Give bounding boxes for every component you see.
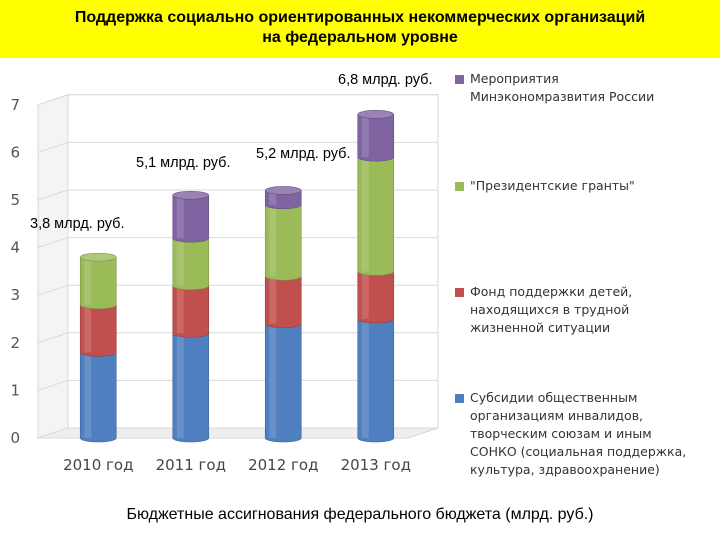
bar-highlight bbox=[84, 257, 92, 305]
bar-top bbox=[264, 186, 302, 195]
bar-stack bbox=[357, 110, 395, 443]
total-labels: 3,8 млрд. руб. 5,1 млрд. руб. 5,2 млрд. ру… bbox=[30, 72, 433, 232]
legend-swatch-subsidies bbox=[455, 394, 464, 403]
slide-title-line-2: на федеральном уровне bbox=[262, 29, 458, 46]
legend-label-grants: "Президентские гранты" bbox=[470, 178, 635, 193]
x-axis: 2010 год 2011 год 2012 год 2013 год bbox=[63, 456, 411, 474]
bar-highlight bbox=[269, 204, 277, 277]
bar-highlight bbox=[176, 285, 184, 334]
y-tick-label: 4 bbox=[10, 239, 20, 257]
y-tick-label: 0 bbox=[10, 429, 20, 447]
bar-highlight bbox=[361, 157, 369, 272]
x-tick-label: 2010 год bbox=[63, 456, 133, 474]
bar-stack bbox=[264, 186, 302, 443]
legend-swatch-grants bbox=[455, 182, 464, 191]
plot-area bbox=[37, 94, 439, 439]
bar-highlight bbox=[84, 352, 92, 438]
bar-highlight bbox=[361, 271, 369, 319]
slide-title: Поддержка социально ориентированных неко… bbox=[0, 8, 720, 48]
bar-highlight bbox=[361, 114, 369, 158]
bar-highlight bbox=[361, 319, 369, 438]
title-banner: Поддержка социально ориентированных неко… bbox=[0, 0, 720, 58]
bar-highlight bbox=[269, 190, 277, 205]
bar-highlight bbox=[176, 195, 184, 239]
y-tick-label: 7 bbox=[10, 96, 20, 114]
y-tick-label: 1 bbox=[10, 381, 20, 399]
legend-label-subsidies: Субсидии общественным организациям инвал… bbox=[470, 390, 687, 477]
total-label: 3,8 млрд. руб. bbox=[30, 216, 125, 232]
side-wall bbox=[37, 94, 69, 439]
legend-swatch-minek bbox=[455, 75, 464, 84]
total-label: 5,2 млрд. руб. bbox=[256, 146, 351, 162]
bar-stack bbox=[79, 252, 117, 443]
x-tick-label: 2011 год bbox=[156, 456, 226, 474]
legend-label-fund: Фонд поддержки детей, находящихся в труд… bbox=[470, 284, 633, 335]
bar-top bbox=[357, 110, 395, 119]
bar-top bbox=[172, 190, 210, 200]
gridline bbox=[37, 379, 438, 391]
y-tick-label: 6 bbox=[10, 143, 20, 161]
legend-label-minek: Мероприятия Минэкономразвития России bbox=[470, 71, 655, 104]
bar-highlight bbox=[176, 333, 184, 438]
legend-swatch-fund bbox=[455, 288, 464, 297]
bar-top bbox=[79, 252, 117, 262]
stacked-bar-chart: 0 1 2 3 4 5 6 7 2010 год 2011 год 2012 год 2013 го… bbox=[10, 72, 439, 474]
chart-caption: Бюджетные ассигнования федерального бюдж… bbox=[126, 506, 594, 523]
y-tick-label: 3 bbox=[10, 286, 20, 304]
bar-stack bbox=[172, 190, 210, 443]
y-tick-label: 2 bbox=[10, 334, 20, 352]
gridline bbox=[37, 237, 438, 249]
total-label: 6,8 млрд. руб. bbox=[338, 72, 433, 88]
bar-highlight bbox=[269, 276, 277, 324]
gridline bbox=[37, 284, 438, 296]
gridline bbox=[37, 141, 438, 153]
bar-highlight bbox=[176, 238, 184, 286]
gridline bbox=[37, 94, 438, 106]
total-label: 5,1 млрд. руб. bbox=[136, 155, 231, 171]
bar-highlight bbox=[84, 304, 92, 353]
x-tick-label: 2013 год bbox=[341, 456, 411, 474]
gridline bbox=[37, 189, 438, 201]
bar-highlight bbox=[269, 323, 277, 438]
slide-title-line-1: Поддержка социально ориентированных неко… bbox=[74, 9, 646, 26]
gridline bbox=[37, 332, 438, 344]
x-tick-label: 2012 год bbox=[248, 456, 318, 474]
y-axis: 0 1 2 3 4 5 6 7 bbox=[10, 96, 20, 447]
y-tick-label: 5 bbox=[10, 191, 20, 209]
bars bbox=[79, 110, 395, 443]
